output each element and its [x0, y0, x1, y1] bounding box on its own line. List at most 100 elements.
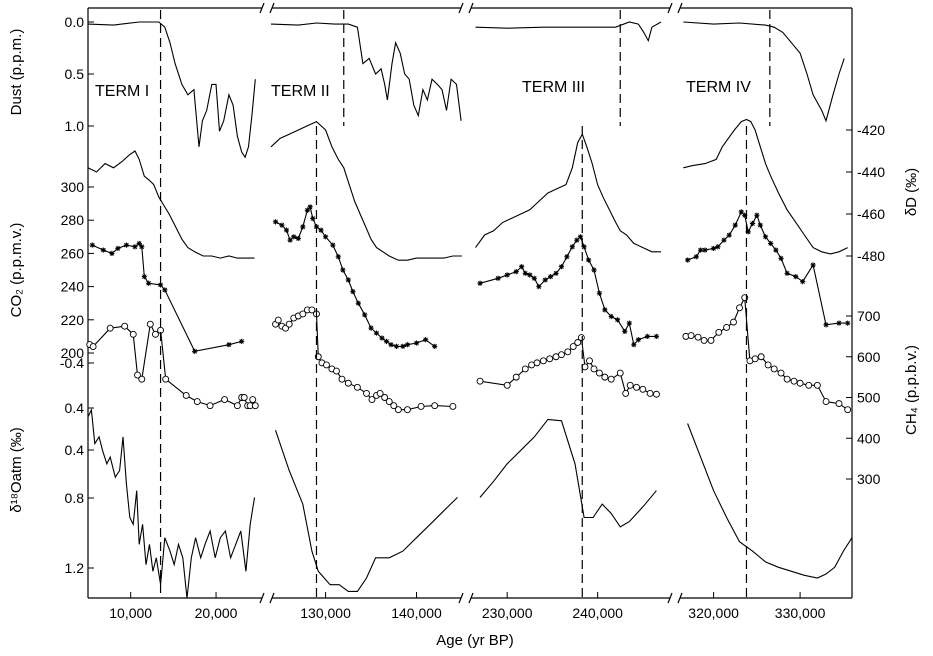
term-label-4: TERM IV: [686, 79, 751, 96]
x-tick-label-p2-1: 140,000: [391, 605, 442, 621]
point-co2-p2-14: [335, 254, 341, 260]
point-co2-p2-9: [310, 215, 316, 222]
point-ch4-p3-24: [639, 385, 647, 393]
ch4-axis-label: CH₄ (p.p.b.v.): [903, 345, 920, 435]
point-co2-p3-1: [495, 275, 501, 281]
x-tick-label-p1-0: 10,000: [109, 605, 152, 621]
series-d18o-p4: [687, 423, 853, 579]
point-ch4-p2-17: [344, 379, 352, 387]
left-tick-label-d18o-2: 0.4: [65, 442, 85, 458]
point-ch4-p4-22: [835, 400, 843, 408]
point-ch4-p4-14: [770, 365, 778, 373]
point-ch4-p1-17: [240, 394, 248, 401]
point-co2-p2-15: [340, 267, 346, 273]
point-ch4-p3-19: [607, 375, 615, 383]
point-co2-p4-4: [711, 245, 717, 252]
point-co2-p3-12: [558, 264, 565, 270]
bottom-border-break-mark-2: [667, 592, 683, 604]
point-co2-p1-12: [192, 348, 198, 354]
point-ch4-p4-12: [757, 353, 765, 361]
point-ch4-p1-20: [249, 396, 257, 403]
series-d18o-p2: [274, 430, 458, 592]
point-ch4-p2-30: [449, 403, 457, 410]
point-co2-p3-21: [602, 307, 608, 313]
point-co2-p3-9: [542, 277, 548, 283]
point-co2-p4-1: [693, 254, 699, 260]
left-tick-label-co2-4: 220: [61, 312, 85, 328]
dust-axis-label: Dust (p.p.m.): [8, 29, 25, 116]
top-border-break-mark-0: [259, 2, 275, 14]
series-co2-p4: [687, 210, 848, 326]
point-co2-p1-8: [141, 274, 147, 280]
series-dD-p3: [475, 132, 661, 253]
point-ch4-p4-7: [730, 318, 737, 326]
point-co2-p4-12: [749, 220, 756, 227]
point-ch4-p2-15: [333, 367, 340, 375]
point-ch4-p1-13: [206, 402, 214, 410]
point-ch4-p3-18: [601, 373, 609, 381]
point-ch4-p2-27: [403, 406, 411, 414]
point-co2-p3-16: [577, 234, 584, 240]
point-co2-p3-26: [631, 342, 637, 348]
left-tick-label-d18o-4: 1.2: [65, 560, 85, 576]
left-tick-label-co2-2: 260: [61, 245, 85, 261]
series-dD-p1: [87, 150, 255, 259]
series-co2-p1: [92, 242, 242, 352]
point-ch4-p2-20: [368, 396, 376, 403]
point-ch4-p3-12: [574, 339, 582, 346]
point-co2-p1-9: [146, 280, 152, 286]
point-co2-p3-0: [477, 280, 483, 286]
point-ch4-p2-13: [323, 361, 330, 369]
point-co2-p4-18: [778, 255, 784, 261]
top-border-break-mark-2: [667, 2, 683, 14]
point-ch4-p4-17: [790, 377, 798, 385]
point-co2-p2-21: [373, 330, 380, 336]
point-co2-p1-14: [239, 338, 245, 344]
left-tick-label-d18o-1: 0.4: [65, 400, 85, 416]
point-co2-p2-3: [287, 237, 293, 243]
point-co2-p4-10: [742, 212, 748, 218]
x-tick-label-p2-0: 130,000: [300, 605, 351, 621]
point-co2-p2-7: [304, 207, 310, 213]
point-co2-p2-16: [345, 277, 351, 283]
point-ch4-p4-23: [844, 406, 852, 414]
right-tick-label-ch4-0: 700: [857, 308, 881, 324]
point-co2-p3-18: [585, 257, 592, 263]
point-ch4-p2-24: [385, 398, 393, 406]
point-co2-p1-4: [123, 242, 130, 248]
series-co2-p2: [275, 205, 436, 347]
point-co2-p3-27: [635, 337, 641, 343]
point-co2-p4-11: [745, 229, 751, 235]
point-co2-p1-13: [226, 342, 232, 348]
x-tick-label-p4-0: 320,000: [688, 605, 739, 621]
right-tick-label-ch4-1: 600: [857, 349, 881, 365]
point-co2-p2-19: [362, 312, 368, 318]
point-co2-p2-0: [272, 219, 279, 225]
point-ch4-p3-16: [590, 365, 598, 373]
point-ch4-p1-12: [193, 398, 201, 406]
point-ch4-p4-2: [694, 333, 702, 341]
point-co2-p3-29: [653, 333, 660, 339]
point-co2-p3-7: [531, 275, 537, 281]
series-dust-p1: [87, 21, 256, 159]
point-ch4-p2-9: [308, 306, 316, 314]
point-co2-p4-22: [810, 262, 816, 268]
point-ch4-p4-19: [805, 381, 813, 389]
point-co2-p4-3: [702, 247, 708, 253]
point-co2-p3-28: [644, 333, 650, 339]
tick-layer: 0.0 0.5 1.0 300 280 260 240 220 200-0.4 0.4 0.4 0.8…: [60, 14, 885, 621]
left-tick-label-co2-1: 280: [61, 212, 85, 228]
d18o-axis-label: δ¹⁸Oatm (‰): [8, 427, 25, 513]
bottom-border-break-mark-0: [259, 592, 275, 604]
point-co2-p4-19: [784, 270, 790, 276]
point-co2-p3-15: [574, 237, 580, 243]
top-border-break-mark-1: [458, 2, 474, 14]
point-co2-p3-11: [553, 270, 559, 276]
point-co2-p2-1: [279, 222, 285, 228]
point-co2-p3-13: [564, 254, 570, 260]
right-tick-label-ch4-2: 500: [857, 390, 881, 406]
left-tick-label-co2-3: 240: [61, 279, 85, 295]
point-ch4-p1-1: [89, 343, 97, 351]
termination-lines: [159, 10, 771, 598]
